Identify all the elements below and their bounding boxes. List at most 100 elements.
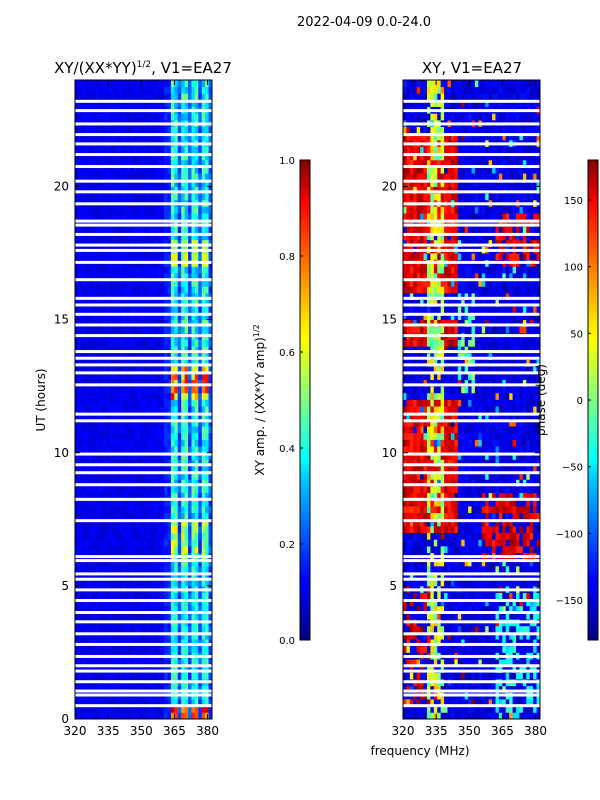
amplitude-heatmap-cell bbox=[116, 193, 120, 201]
amplitude-heatmap-cell bbox=[205, 113, 209, 121]
amplitude-heatmap-cell bbox=[201, 213, 206, 221]
amplitude-heatmap-cell bbox=[92, 439, 96, 447]
amplitude-heatmap-cell bbox=[133, 645, 138, 653]
amplitude-heatmap-cell bbox=[153, 452, 158, 460]
amplitude-heatmap-cell bbox=[191, 306, 196, 314]
amplitude-heatmap-cell bbox=[102, 705, 107, 713]
amplitude-heatmap-cell bbox=[184, 386, 189, 394]
amplitude-heatmap-cell bbox=[146, 99, 151, 108]
amplitude-heatmap-cell bbox=[85, 319, 90, 327]
amplitude-heatmap-cell bbox=[98, 479, 103, 487]
phase-heatmap-cell bbox=[433, 605, 438, 613]
amplitude-heatmap-cell bbox=[88, 372, 93, 380]
amplitude-heatmap-cell bbox=[201, 492, 206, 500]
amplitude-heatmap-cell bbox=[81, 592, 86, 600]
amplitude-heatmap-cell bbox=[208, 439, 213, 447]
amplitude-heatmap-cell bbox=[164, 426, 168, 434]
amplitude-heatmap-cell bbox=[102, 379, 107, 387]
amplitude-heatmap-cell bbox=[194, 219, 199, 227]
phase-heatmap-cell bbox=[509, 545, 513, 553]
amplitude-heatmap-cell bbox=[92, 479, 96, 487]
amplitude-heatmap-cell bbox=[208, 532, 213, 540]
phase-heatmap-cell bbox=[488, 565, 493, 573]
amplitude-heatmap-cell bbox=[95, 159, 100, 167]
amplitude-heatmap-cell bbox=[126, 219, 131, 227]
amplitude-heatmap-cell bbox=[177, 239, 182, 247]
amplitude-heatmap-cell bbox=[85, 632, 90, 640]
amplitude-flagged-row bbox=[75, 588, 212, 592]
amplitude-heatmap-cell bbox=[201, 532, 206, 540]
amplitude-heatmap-cell bbox=[140, 93, 144, 101]
amplitude-heatmap-cell bbox=[126, 273, 131, 281]
amplitude-heatmap-cell bbox=[177, 439, 182, 447]
amplitude-heatmap-cell bbox=[157, 339, 162, 347]
amplitude-heatmap-cell bbox=[109, 512, 114, 520]
amplitude-title-prefix: XY/(XX*YY) bbox=[54, 59, 137, 77]
amplitude-heatmap-cell bbox=[177, 146, 182, 154]
amplitude-colorbar-tick-label: 0.2 bbox=[279, 540, 295, 551]
amplitude-heatmap-cell bbox=[198, 386, 203, 394]
phase-heatmap-cell bbox=[519, 712, 524, 720]
amplitude-heatmap-cell bbox=[119, 319, 124, 327]
amplitude-heatmap bbox=[75, 80, 213, 720]
amplitude-heatmap-cell bbox=[184, 699, 189, 707]
amplitude-heatmap-cell bbox=[116, 213, 120, 221]
amplitude-heatmap-cell bbox=[191, 712, 196, 720]
amplitude-heatmap-cell bbox=[170, 532, 175, 540]
amplitude-heatmap-cell bbox=[191, 499, 196, 507]
amplitude-heatmap-cell bbox=[92, 512, 96, 520]
amplitude-heatmap-cell bbox=[98, 659, 103, 667]
amplitude-heatmap-cell bbox=[112, 80, 117, 88]
phase-heatmap-cell bbox=[492, 712, 496, 720]
amplitude-heatmap-cell bbox=[98, 273, 103, 281]
phase-heatmap-cell bbox=[536, 699, 541, 707]
amplitude-heatmap-cell bbox=[201, 545, 206, 553]
amplitude-heatmap-cell bbox=[133, 492, 138, 500]
amplitude-heatmap-cell bbox=[164, 672, 168, 680]
amplitude-heatmap-cell bbox=[85, 432, 90, 440]
amplitude-heatmap-cell bbox=[105, 559, 110, 567]
amplitude-heatmap-cell bbox=[81, 506, 86, 514]
amplitude-heatmap-cell bbox=[150, 525, 155, 534]
amplitude-heatmap-cell bbox=[129, 685, 134, 693]
amplitude-heatmap-cell bbox=[109, 346, 114, 354]
amplitude-heatmap-cell bbox=[157, 532, 162, 540]
amplitude-heatmap-cell bbox=[140, 133, 144, 141]
amplitude-heatmap-cell bbox=[81, 319, 86, 327]
amplitude-heatmap-cell bbox=[153, 179, 158, 187]
amplitude-heatmap-cell bbox=[205, 572, 209, 580]
amplitude-heatmap-cell bbox=[177, 492, 182, 500]
amplitude-heatmap-cell bbox=[167, 712, 172, 720]
amplitude-heatmap-cell bbox=[85, 339, 90, 347]
phase-heatmap-cell bbox=[426, 712, 431, 720]
amplitude-heatmap-cell bbox=[201, 239, 206, 247]
phase-heatmap-cell bbox=[450, 559, 455, 567]
amplitude-heatmap-cell bbox=[174, 386, 179, 394]
amplitude-heatmap-cell bbox=[140, 339, 144, 347]
amplitude-heatmap-cell bbox=[184, 592, 189, 600]
phase-heatmap-cell bbox=[502, 579, 507, 587]
amplitude-heatmap-cell bbox=[102, 99, 107, 108]
amplitude-heatmap-cell bbox=[143, 279, 148, 287]
amplitude-heatmap-cell bbox=[105, 293, 110, 301]
amplitude-heatmap-cell bbox=[136, 266, 141, 274]
phase-heatmap-cell bbox=[502, 712, 507, 720]
amplitude-heatmap-cell bbox=[198, 206, 203, 214]
amplitude-heatmap-cell bbox=[201, 193, 206, 201]
amplitude-heatmap-cell bbox=[119, 579, 124, 587]
amplitude-heatmap-cell bbox=[98, 86, 103, 94]
amplitude-heatmap-cell bbox=[146, 379, 151, 387]
phase-heatmap-cell bbox=[498, 599, 503, 607]
phase-heatmap-cell bbox=[536, 672, 541, 680]
amplitude-flagged-row bbox=[75, 133, 212, 137]
phase-heatmap-cell bbox=[474, 665, 479, 673]
amplitude-heatmap-cell bbox=[81, 80, 86, 88]
amplitude-heatmap-cell bbox=[143, 286, 148, 294]
amplitude-flagged-row bbox=[75, 363, 212, 367]
amplitude-heatmap-cell bbox=[160, 173, 165, 181]
amplitude-heatmap-cell bbox=[177, 166, 182, 174]
amplitude-heatmap-cell bbox=[102, 685, 107, 693]
phase-heatmap-cell bbox=[529, 599, 534, 607]
amplitude-heatmap-cell bbox=[167, 592, 172, 600]
amplitude-heatmap-cell bbox=[133, 233, 138, 241]
